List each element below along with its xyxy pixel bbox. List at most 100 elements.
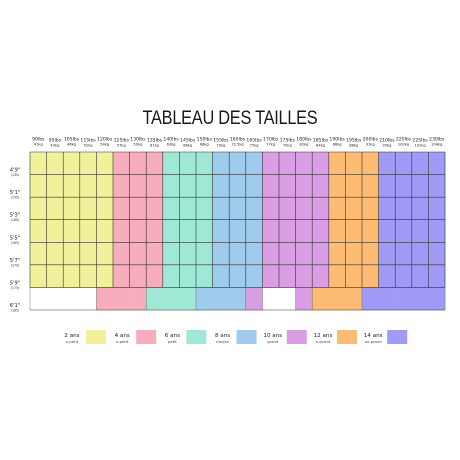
size-cell — [395, 152, 412, 175]
size-cell — [345, 152, 363, 175]
size-cell — [362, 242, 379, 266]
size-cell — [146, 264, 163, 288]
weight-label-lbs: 165lbs — [246, 138, 262, 144]
size-cell — [30, 219, 47, 243]
weight-label-lbs: 200lbs — [363, 137, 379, 143]
weight-label-lbs: 180lbs — [296, 137, 312, 143]
size-cell — [362, 174, 379, 198]
size-cell — [63, 197, 80, 220]
weight-label-lbs: 225lbs — [412, 138, 428, 144]
size-cell — [162, 152, 180, 175]
weight-label-kg: 100kg — [398, 143, 409, 147]
size-cell — [212, 197, 230, 220]
size-cell — [295, 152, 313, 175]
size-cell — [411, 197, 429, 220]
size-cell — [328, 219, 346, 243]
size-cell — [212, 152, 230, 175]
weight-label-lbs: 95lbs — [49, 138, 62, 144]
size-cell — [245, 197, 263, 220]
size-cell — [46, 174, 64, 198]
size-cell — [79, 174, 97, 198]
height-label-ft: 5'9" — [10, 280, 20, 286]
weight-label-kg: 43kg — [50, 144, 59, 148]
size-cell — [312, 197, 329, 220]
legend-swatch — [136, 330, 157, 344]
weight-label-lbs: 160lbs — [230, 137, 246, 143]
size-cell — [146, 287, 163, 311]
size-cell — [229, 242, 246, 266]
legend-sublabel: x-petit — [66, 339, 79, 344]
size-cell — [46, 264, 64, 288]
size-cell — [411, 242, 429, 266]
size-cell — [129, 287, 147, 311]
legend-sublabel: grand — [267, 339, 279, 344]
legend-sublabel: x-petit — [116, 339, 129, 344]
legend-swatch — [186, 330, 207, 344]
size-cell — [63, 242, 80, 266]
weight-label-kg: 48kg — [67, 143, 76, 147]
weight-label-lbs: 185lbs — [313, 138, 329, 144]
size-cell — [295, 242, 313, 266]
size-cell — [245, 174, 263, 198]
legend-swatch — [387, 330, 408, 344]
size-cell — [245, 219, 263, 243]
weight-label-lbs: 190lbs — [329, 137, 345, 143]
weight-label-kg: 86kg — [333, 143, 342, 147]
size-cell — [362, 264, 379, 288]
weight-label-lbs: 130lbs — [130, 137, 146, 143]
size-cell — [328, 242, 346, 266]
weight-label-lbs: 140lbs — [163, 137, 179, 143]
weight-label-kg: 72.5kg — [231, 143, 243, 147]
size-cell — [312, 219, 329, 243]
size-cell — [196, 219, 213, 243]
size-cell — [411, 287, 429, 311]
size-cell — [312, 174, 329, 198]
size-cell — [196, 174, 213, 198]
size-cell — [96, 287, 114, 311]
size-cell — [162, 287, 180, 311]
legend-sublabel: x-grand — [316, 339, 331, 344]
size-cell — [46, 242, 64, 266]
legend-sublabel: xx-grand — [365, 339, 383, 344]
size-cell — [345, 287, 363, 311]
size-cell — [312, 287, 329, 311]
size-cell — [378, 197, 396, 220]
legend-swatch — [337, 330, 357, 344]
size-cell — [162, 264, 180, 288]
size-cell — [411, 174, 429, 198]
size-cell — [312, 242, 329, 266]
weight-label-lbs: 125lbs — [114, 138, 130, 144]
size-cell — [113, 287, 130, 311]
size-cell — [96, 264, 114, 288]
size-cell — [129, 152, 147, 175]
size-cell — [196, 242, 213, 266]
weight-label-kg: 82kg — [299, 143, 308, 147]
size-cell — [179, 242, 197, 266]
size-cell — [378, 174, 396, 198]
legend-label: 10 ans — [263, 333, 282, 339]
legend-label: 14 ans — [364, 333, 383, 339]
size-cell — [162, 197, 180, 220]
size-cell — [30, 197, 47, 220]
weight-label-lbs: 210lbs — [379, 138, 395, 144]
size-cell — [411, 219, 429, 243]
size-cell — [295, 264, 313, 288]
legend-swatch — [236, 330, 257, 344]
size-cell — [129, 197, 147, 220]
size-cell — [146, 219, 163, 243]
weight-label-lbs: 145lbs — [180, 138, 196, 144]
weight-label-kg: 104kg — [431, 143, 442, 147]
weight-label-lbs: 120lbs — [97, 137, 113, 143]
size-cell — [179, 197, 197, 220]
size-cell — [345, 264, 363, 288]
size-cell — [212, 287, 230, 311]
size-cell — [113, 264, 130, 288]
size-cell — [328, 287, 346, 311]
weight-label-lbs: 230lbs — [429, 137, 445, 143]
size-cell — [179, 287, 197, 311]
size-cell — [312, 152, 329, 175]
weight-label-lbs: 175lbs — [280, 138, 296, 144]
size-cell — [328, 264, 346, 288]
